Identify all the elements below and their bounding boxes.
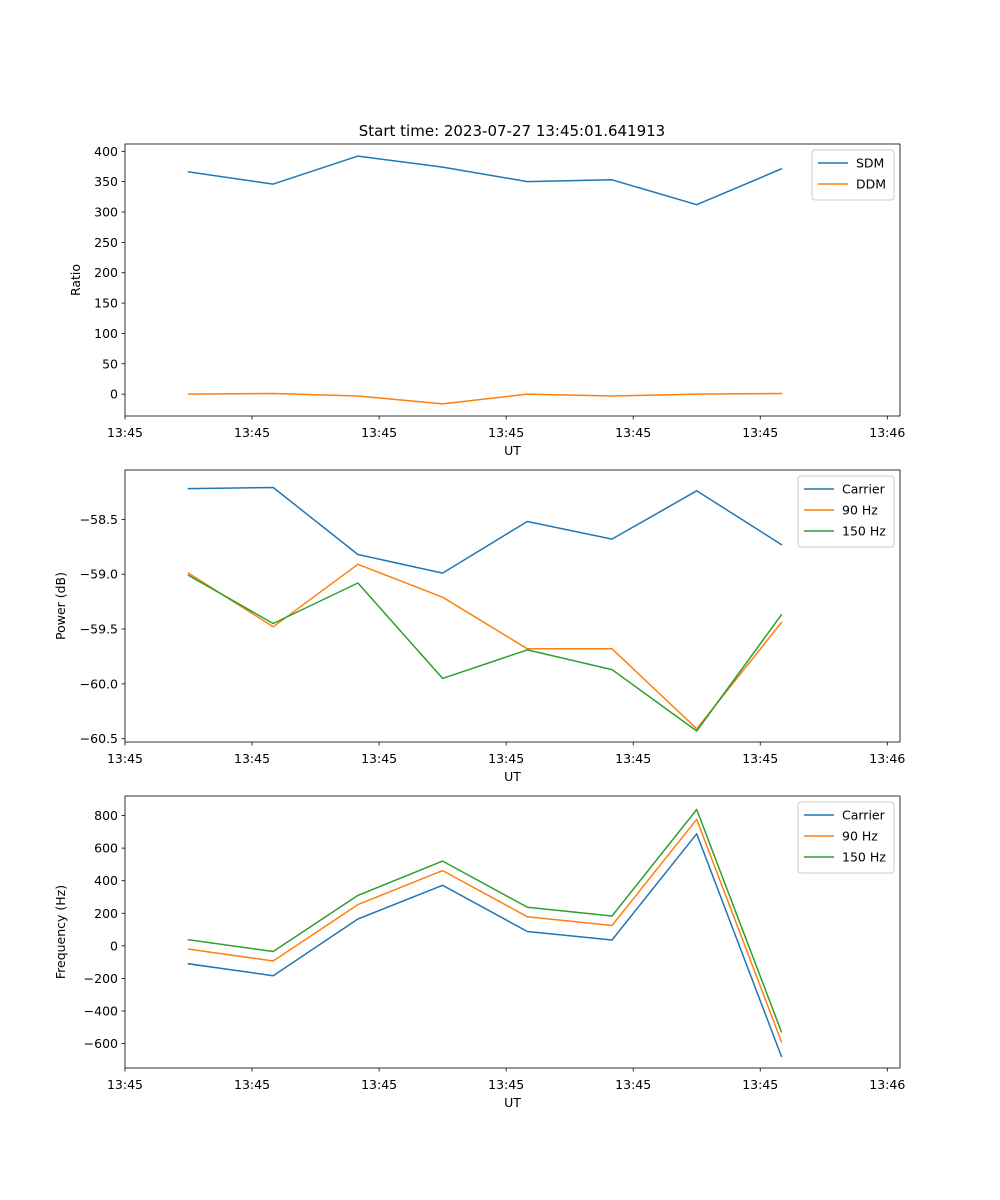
power-axes-frame [124, 469, 901, 743]
frequency-x-tick-label: 13:45 [615, 1077, 651, 1092]
ratio-y-tick-label: 350 [94, 174, 118, 189]
frequency-y-tick-label: 800 [94, 808, 118, 823]
frequency-series-carrier-line [187, 833, 783, 1058]
frequency-y-tick-label: −200 [84, 971, 118, 986]
ratio-x-tick-label: 13:45 [615, 425, 651, 440]
ratio-series-ddm-line [187, 392, 783, 405]
ratio-y-tick-label: 250 [94, 235, 118, 250]
ratio-y-tick-label: 100 [94, 326, 118, 341]
frequency-x-tick-label: 13:45 [488, 1077, 524, 1092]
power-chart: −60.5 −60.0 −59.5 −59.0 −58.5 13:45 13:45 13:45… [53, 469, 905, 784]
power-series-carrier-line [187, 486, 783, 574]
frequency-y-tick-label: 600 [94, 841, 118, 856]
power-legend-box [797, 475, 895, 548]
ratio-x-tick-label: 13:45 [107, 425, 143, 440]
ratio-series-sdm-line [187, 155, 783, 206]
frequency-x-tick-label: 13:45 [361, 1077, 397, 1092]
ratio-legend-label: DDM [856, 177, 886, 192]
ratio-x-axis-label: UT [504, 443, 521, 458]
frequency-series-150-hz-line [187, 808, 783, 1033]
frequency-axes-frame [124, 795, 901, 1069]
power-y-tick-label: −59.5 [80, 622, 118, 637]
power-x-tick-label: 13:45 [234, 751, 270, 766]
ratio-y-tick-label: 200 [94, 265, 118, 280]
power-x-tick-label: 13:45 [107, 751, 143, 766]
frequency-legend-label: 90 Hz [842, 829, 878, 844]
frequency-x-axis-label: UT [504, 1095, 521, 1110]
frequency-x-tick-label: 13:46 [869, 1077, 905, 1092]
ratio-y-tick-label: 50 [102, 356, 118, 371]
frequency-legend-box [797, 801, 895, 874]
frequency-y-axis-label: Frequency (Hz) [53, 885, 68, 979]
power-y-tick-label: −58.5 [80, 512, 118, 527]
frequency-legend-label: 150 Hz [842, 850, 886, 865]
power-y-axis-label: Power (dB) [53, 572, 68, 640]
power-series-150-hz-line [187, 574, 783, 732]
power-legend-label: 90 Hz [842, 503, 878, 518]
ratio-y-axis-label: Ratio [68, 264, 83, 296]
ratio-x-tick-label: 13:45 [361, 425, 397, 440]
figure-title: Start time: 2023-07-27 13:45:01.641913 [359, 122, 665, 140]
power-x-tick-label: 13:45 [742, 751, 778, 766]
power-y-tick-label: −59.0 [80, 567, 118, 582]
frequency-y-tick-label: 0 [110, 938, 118, 953]
frequency-legend-label: Carrier [842, 808, 886, 823]
power-x-tick-label: 13:45 [488, 751, 524, 766]
power-y-tick-label: −60.0 [80, 676, 118, 691]
ratio-y-tick-label: 150 [94, 296, 118, 311]
frequency-y-tick-label: 400 [94, 873, 118, 888]
ratio-legend-label: SDM [856, 156, 884, 171]
frequency-x-tick-label: 13:45 [107, 1077, 143, 1092]
frequency-chart: −600 −400 −200 0 200 400 600 800 13:45 13:45 13:45… [53, 795, 905, 1110]
power-series-90-hz-line [187, 563, 783, 730]
ratio-x-tick-label: 13:45 [234, 425, 270, 440]
power-x-tick-label: 13:45 [361, 751, 397, 766]
ratio-axes-frame [124, 143, 901, 417]
ratio-x-tick-label: 13:46 [869, 425, 905, 440]
power-legend-label: Carrier [842, 482, 886, 497]
frequency-y-tick-label: −600 [84, 1036, 118, 1051]
power-x-axis-label: UT [504, 769, 521, 784]
power-y-tick-label: −60.5 [80, 731, 118, 746]
ratio-x-tick-label: 13:45 [742, 425, 778, 440]
ratio-x-tick-label: 13:45 [488, 425, 524, 440]
ratio-chart: 0 50 100 150 200 250 300 350 400 13:45 13:45 13:45 1… [68, 143, 905, 458]
power-legend-label: 150 Hz [842, 524, 886, 539]
ratio-y-tick-label: 0 [110, 387, 118, 402]
power-x-tick-label: 13:45 [615, 751, 651, 766]
power-x-tick-label: 13:46 [869, 751, 905, 766]
frequency-y-tick-label: −400 [84, 1003, 118, 1018]
ratio-y-tick-label: 300 [94, 205, 118, 220]
frequency-x-tick-label: 13:45 [742, 1077, 778, 1092]
frequency-y-tick-label: 200 [94, 906, 118, 921]
frequency-x-tick-label: 13:45 [234, 1077, 270, 1092]
frequency-series-90-hz-line [187, 818, 783, 1043]
ratio-y-tick-label: 400 [94, 144, 118, 159]
